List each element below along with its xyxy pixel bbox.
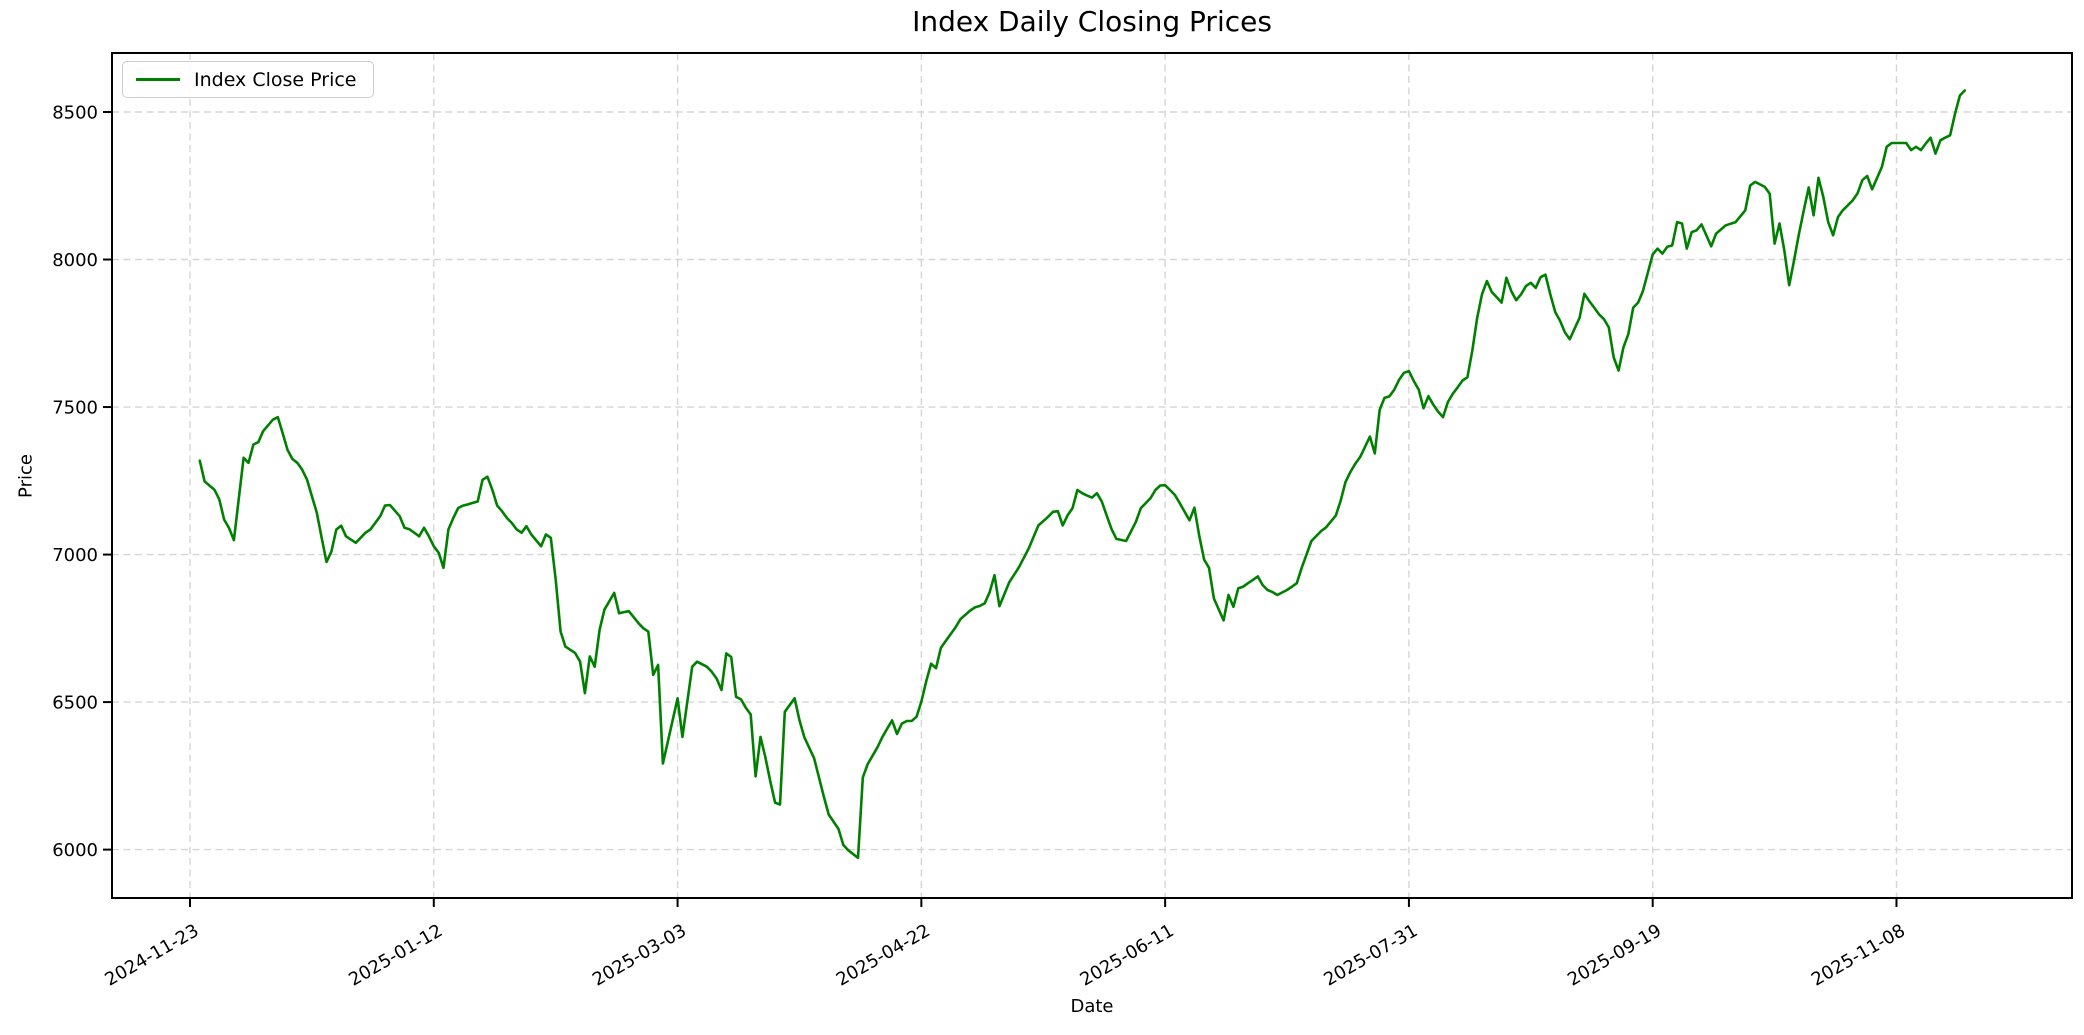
x-tick-label: 2025-07-31 bbox=[1320, 920, 1421, 990]
x-tick-label: 2025-06-11 bbox=[1077, 920, 1178, 990]
x-tick-label: 2025-01-12 bbox=[345, 920, 446, 990]
y-tick-label: 6000 bbox=[52, 840, 98, 861]
x-tick-label: 2024-11-23 bbox=[101, 920, 202, 990]
price-line bbox=[198, 89, 1966, 860]
y-axis-label: Price bbox=[15, 454, 37, 498]
y-tick-label: 7500 bbox=[52, 398, 98, 419]
y-tick-label: 8000 bbox=[52, 250, 98, 271]
legend-label: Index Close Price bbox=[194, 68, 357, 91]
y-tick-label: 6500 bbox=[52, 693, 98, 714]
chart-title: Index Daily Closing Prices bbox=[912, 5, 1272, 38]
legend: Index Close Price bbox=[122, 61, 374, 98]
y-tick-label: 7000 bbox=[52, 545, 98, 566]
x-tick-label: 2025-11-08 bbox=[1808, 920, 1909, 990]
plot-frame bbox=[111, 52, 2073, 899]
x-tick-label: 2025-03-03 bbox=[589, 920, 690, 990]
y-tick-label: 8500 bbox=[52, 103, 98, 124]
legend-line-swatch bbox=[136, 78, 180, 81]
x-axis-label: Date bbox=[1070, 996, 1114, 1017]
x-tick-label: 2025-04-22 bbox=[833, 920, 934, 990]
x-tick-label: 2025-09-19 bbox=[1564, 920, 1665, 990]
